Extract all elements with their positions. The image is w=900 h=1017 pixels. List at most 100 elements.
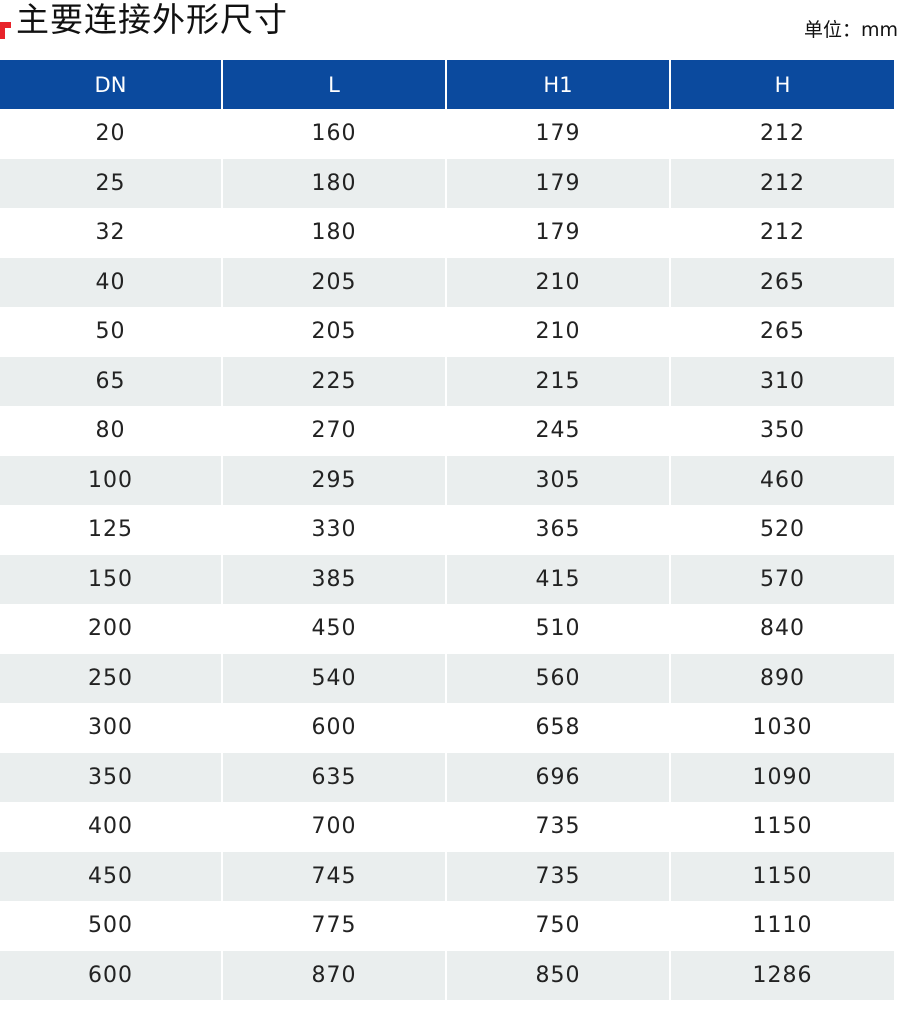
table-row: 125 330 365 520 xyxy=(0,505,894,555)
table-row: 250 540 560 890 xyxy=(0,653,894,703)
cell-h1: 735 xyxy=(445,802,670,852)
cell-h1: 179 xyxy=(445,109,670,159)
cell-l: 870 xyxy=(221,950,446,1000)
cell-l: 330 xyxy=(221,505,446,555)
cell-h: 1030 xyxy=(669,703,894,753)
cell-h1: 245 xyxy=(445,406,670,456)
cell-l: 205 xyxy=(221,307,446,357)
cell-dn: 300 xyxy=(88,715,133,741)
cell-dn: 400 xyxy=(88,814,133,840)
cell-dn: 32 xyxy=(95,220,126,246)
title-marker-stem xyxy=(0,22,5,39)
cell-h1: 560 xyxy=(445,653,670,703)
cell-l: 775 xyxy=(221,901,446,951)
cell-l: 180 xyxy=(221,158,446,208)
cell-h: 890 xyxy=(669,653,894,703)
cell-dn: 65 xyxy=(0,356,222,406)
cell-h1: 210 xyxy=(445,307,670,357)
cell-h: 265 xyxy=(669,257,894,307)
cell-h1: 305 xyxy=(445,455,670,505)
cell-l: 205 xyxy=(221,257,446,307)
table-row: 300 600 658 1030 xyxy=(0,703,894,753)
cell-h: 1150 xyxy=(669,802,894,852)
cell-h: 1110 xyxy=(669,901,894,951)
cell-l: 295 xyxy=(221,455,446,505)
cell-l: 450 xyxy=(221,604,446,654)
column-header-dn: DN xyxy=(0,60,222,109)
cell-h: 460 xyxy=(669,455,894,505)
cell-dn: 50 xyxy=(95,319,126,345)
cell-h: 570 xyxy=(669,554,894,604)
table-row: 500 775 750 1110 xyxy=(0,901,894,951)
cell-h1: 365 xyxy=(445,505,670,555)
cell-dn: 500 xyxy=(88,913,133,939)
table-row: 400 700 735 1150 xyxy=(0,802,894,852)
cell-l: 160 xyxy=(221,109,446,159)
cell-h: 520 xyxy=(669,505,894,555)
column-header-l: L xyxy=(221,60,446,109)
cell-h1: 179 xyxy=(445,208,670,258)
cell-h1: 750 xyxy=(445,901,670,951)
table-row: 40 205 210 265 xyxy=(0,257,894,307)
cell-h: 212 xyxy=(669,109,894,159)
cell-h: 265 xyxy=(669,307,894,357)
cell-dn: 40 xyxy=(0,257,222,307)
cell-h1: 215 xyxy=(445,356,670,406)
column-header-h1: H1 xyxy=(445,60,670,109)
cell-h: 1150 xyxy=(669,851,894,901)
cell-h: 840 xyxy=(669,604,894,654)
table-row: 600 870 850 1286 xyxy=(0,950,894,1000)
title-marker-icon xyxy=(0,22,11,39)
cell-h1: 415 xyxy=(445,554,670,604)
cell-h1: 850 xyxy=(445,950,670,1000)
cell-dn: 80 xyxy=(95,418,126,444)
table-body: 20 160 179 212 25 180 179 212 32 180 179 212 40 205 21… xyxy=(0,109,894,1000)
cell-dn: 125 xyxy=(88,517,133,543)
cell-dn: 200 xyxy=(88,616,133,642)
cell-dn: 100 xyxy=(0,455,222,505)
cell-l: 635 xyxy=(221,752,446,802)
cell-l: 180 xyxy=(221,208,446,258)
table-row: 80 270 245 350 xyxy=(0,406,894,456)
cell-l: 745 xyxy=(221,851,446,901)
cell-dn: 350 xyxy=(0,752,222,802)
cell-h: 212 xyxy=(669,158,894,208)
table-row: 65 225 215 310 xyxy=(0,356,894,406)
table-row: 450 745 735 1150 xyxy=(0,851,894,901)
title-marker-top xyxy=(0,22,11,28)
cell-h: 212 xyxy=(669,208,894,258)
cell-dn: 250 xyxy=(0,653,222,703)
cell-dn: 150 xyxy=(0,554,222,604)
cell-h1: 179 xyxy=(445,158,670,208)
cell-h1: 510 xyxy=(445,604,670,654)
table-row: 350 635 696 1090 xyxy=(0,752,894,802)
table-row: 100 295 305 460 xyxy=(0,455,894,505)
cell-dn: 450 xyxy=(0,851,222,901)
cell-l: 385 xyxy=(221,554,446,604)
table-row: 32 180 179 212 xyxy=(0,208,894,258)
cell-l: 600 xyxy=(221,703,446,753)
cell-dn: 20 xyxy=(95,121,126,147)
unit-label: 单位：mm xyxy=(803,19,898,41)
cell-l: 700 xyxy=(221,802,446,852)
cell-h1: 735 xyxy=(445,851,670,901)
cell-h: 350 xyxy=(669,406,894,456)
cell-l: 225 xyxy=(221,356,446,406)
cell-h: 1090 xyxy=(669,752,894,802)
table-row: 150 385 415 570 xyxy=(0,554,894,604)
title-bar: 主要连接外形尺寸 单位：mm xyxy=(0,0,900,56)
cell-h: 1286 xyxy=(669,950,894,1000)
table-row: 20 160 179 212 xyxy=(0,109,894,159)
cell-h1: 210 xyxy=(445,257,670,307)
cell-h1: 696 xyxy=(445,752,670,802)
dimensions-table: DN L H1 H 20 160 179 212 25 180 179 212 32 180 179… xyxy=(0,60,894,1000)
column-header-h: H xyxy=(669,60,894,109)
table-row: 50 205 210 265 xyxy=(0,307,894,357)
table-header: DN L H1 H xyxy=(0,60,894,109)
table-row: 200 450 510 840 xyxy=(0,604,894,654)
cell-l: 540 xyxy=(221,653,446,703)
table-header-row: DN L H1 H xyxy=(0,60,894,109)
page-title: 主要连接外形尺寸 xyxy=(16,0,288,39)
table-row: 25 180 179 212 xyxy=(0,158,894,208)
cell-h1: 658 xyxy=(445,703,670,753)
